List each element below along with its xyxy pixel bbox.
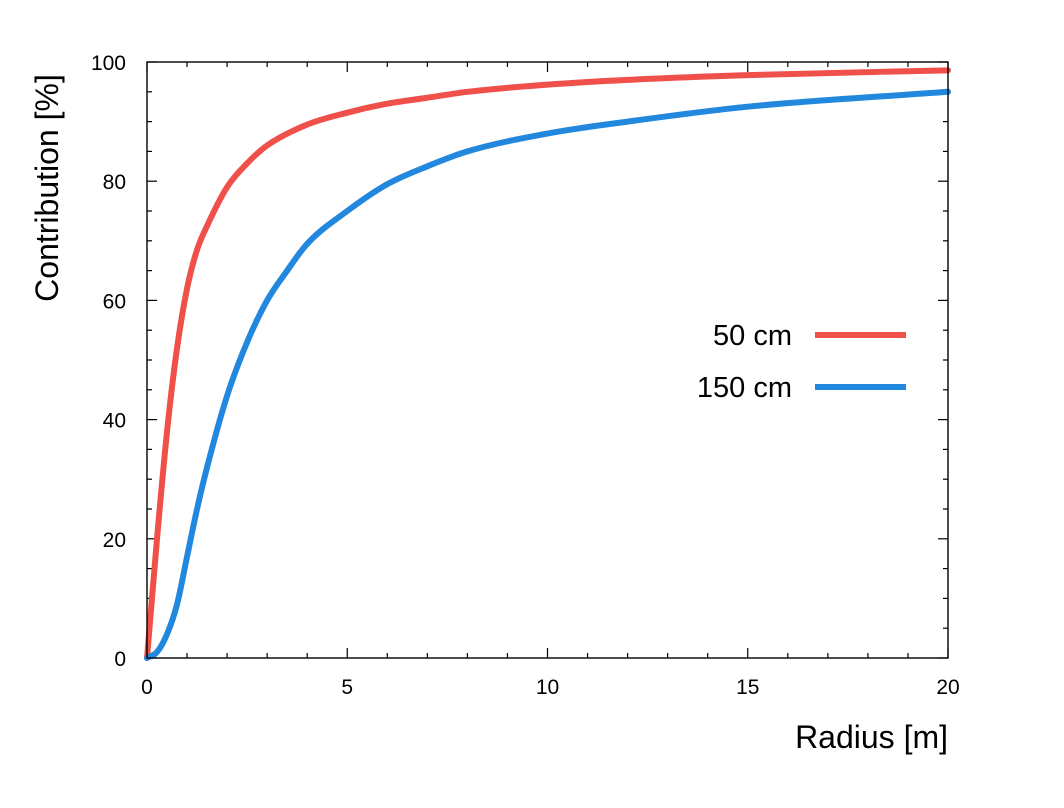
data-point-150-cm	[265, 298, 269, 302]
data-point-50-cm	[265, 143, 269, 147]
x-tick-label: 10	[536, 676, 559, 699]
series-line-150-cm	[144, 88, 951, 661]
y-tick-label: 80	[103, 171, 126, 194]
series-group	[144, 67, 951, 661]
data-point-50-cm	[195, 248, 199, 252]
legend-label-150-cm: 150 cm	[697, 372, 792, 404]
data-point-50-cm	[425, 96, 429, 100]
data-point-150-cm	[285, 269, 289, 273]
data-point-150-cm	[746, 105, 750, 109]
x-tick-label: 20	[936, 676, 959, 699]
tick-labels: 0 5 10 15 20 0 20 40 60 80 100	[91, 52, 960, 699]
data-point-150-cm	[165, 632, 169, 636]
data-point-50-cm	[746, 73, 750, 77]
data-point-150-cm	[155, 650, 159, 654]
data-point-50-cm	[305, 123, 309, 127]
y-tick-label: 40	[103, 410, 126, 433]
data-point-50-cm	[185, 286, 189, 290]
data-point-50-cm	[225, 185, 229, 189]
data-point-150-cm	[305, 242, 309, 246]
axis-ticks	[146, 61, 949, 659]
data-point-50-cm	[546, 83, 549, 87]
data-point-150-cm	[195, 507, 199, 511]
data-point-50-cm	[205, 224, 209, 228]
data-point-150-cm	[205, 465, 209, 469]
x-tick-label: 0	[141, 676, 153, 699]
data-point-150-cm	[245, 340, 249, 344]
x-axis-title: Radius [m]	[795, 719, 948, 755]
data-point-50-cm	[385, 102, 389, 106]
y-tick-label: 20	[103, 529, 126, 552]
legend-label-50-cm: 50 cm	[713, 320, 792, 352]
y-tick-label: 100	[91, 52, 126, 75]
data-point-150-cm	[546, 132, 549, 136]
data-point-50-cm	[465, 90, 469, 94]
data-point-150-cm	[425, 164, 429, 168]
data-point-150-cm	[175, 602, 179, 606]
y-axis-title: Contribution [%]	[29, 74, 65, 302]
data-point-50-cm	[175, 346, 179, 350]
data-point-50-cm	[626, 78, 630, 82]
data-point-150-cm	[626, 120, 630, 124]
data-point-150-cm	[225, 394, 229, 398]
data-point-50-cm	[165, 430, 169, 434]
legend: 50 cm 150 cm	[697, 320, 906, 404]
data-point-50-cm	[245, 161, 249, 165]
data-point-50-cm	[155, 537, 159, 541]
data-point-50-cm	[345, 111, 349, 115]
x-tick-label: 5	[341, 676, 353, 699]
y-tick-label: 60	[103, 290, 126, 313]
plot-frame	[146, 61, 949, 659]
data-point-150-cm	[185, 555, 189, 559]
data-point-150-cm	[385, 182, 389, 186]
x-tick-label: 15	[736, 676, 759, 699]
series-line-50-cm	[144, 67, 951, 661]
data-point-150-cm	[345, 209, 349, 213]
y-tick-label: 0	[114, 648, 126, 671]
data-point-150-cm	[465, 149, 469, 153]
